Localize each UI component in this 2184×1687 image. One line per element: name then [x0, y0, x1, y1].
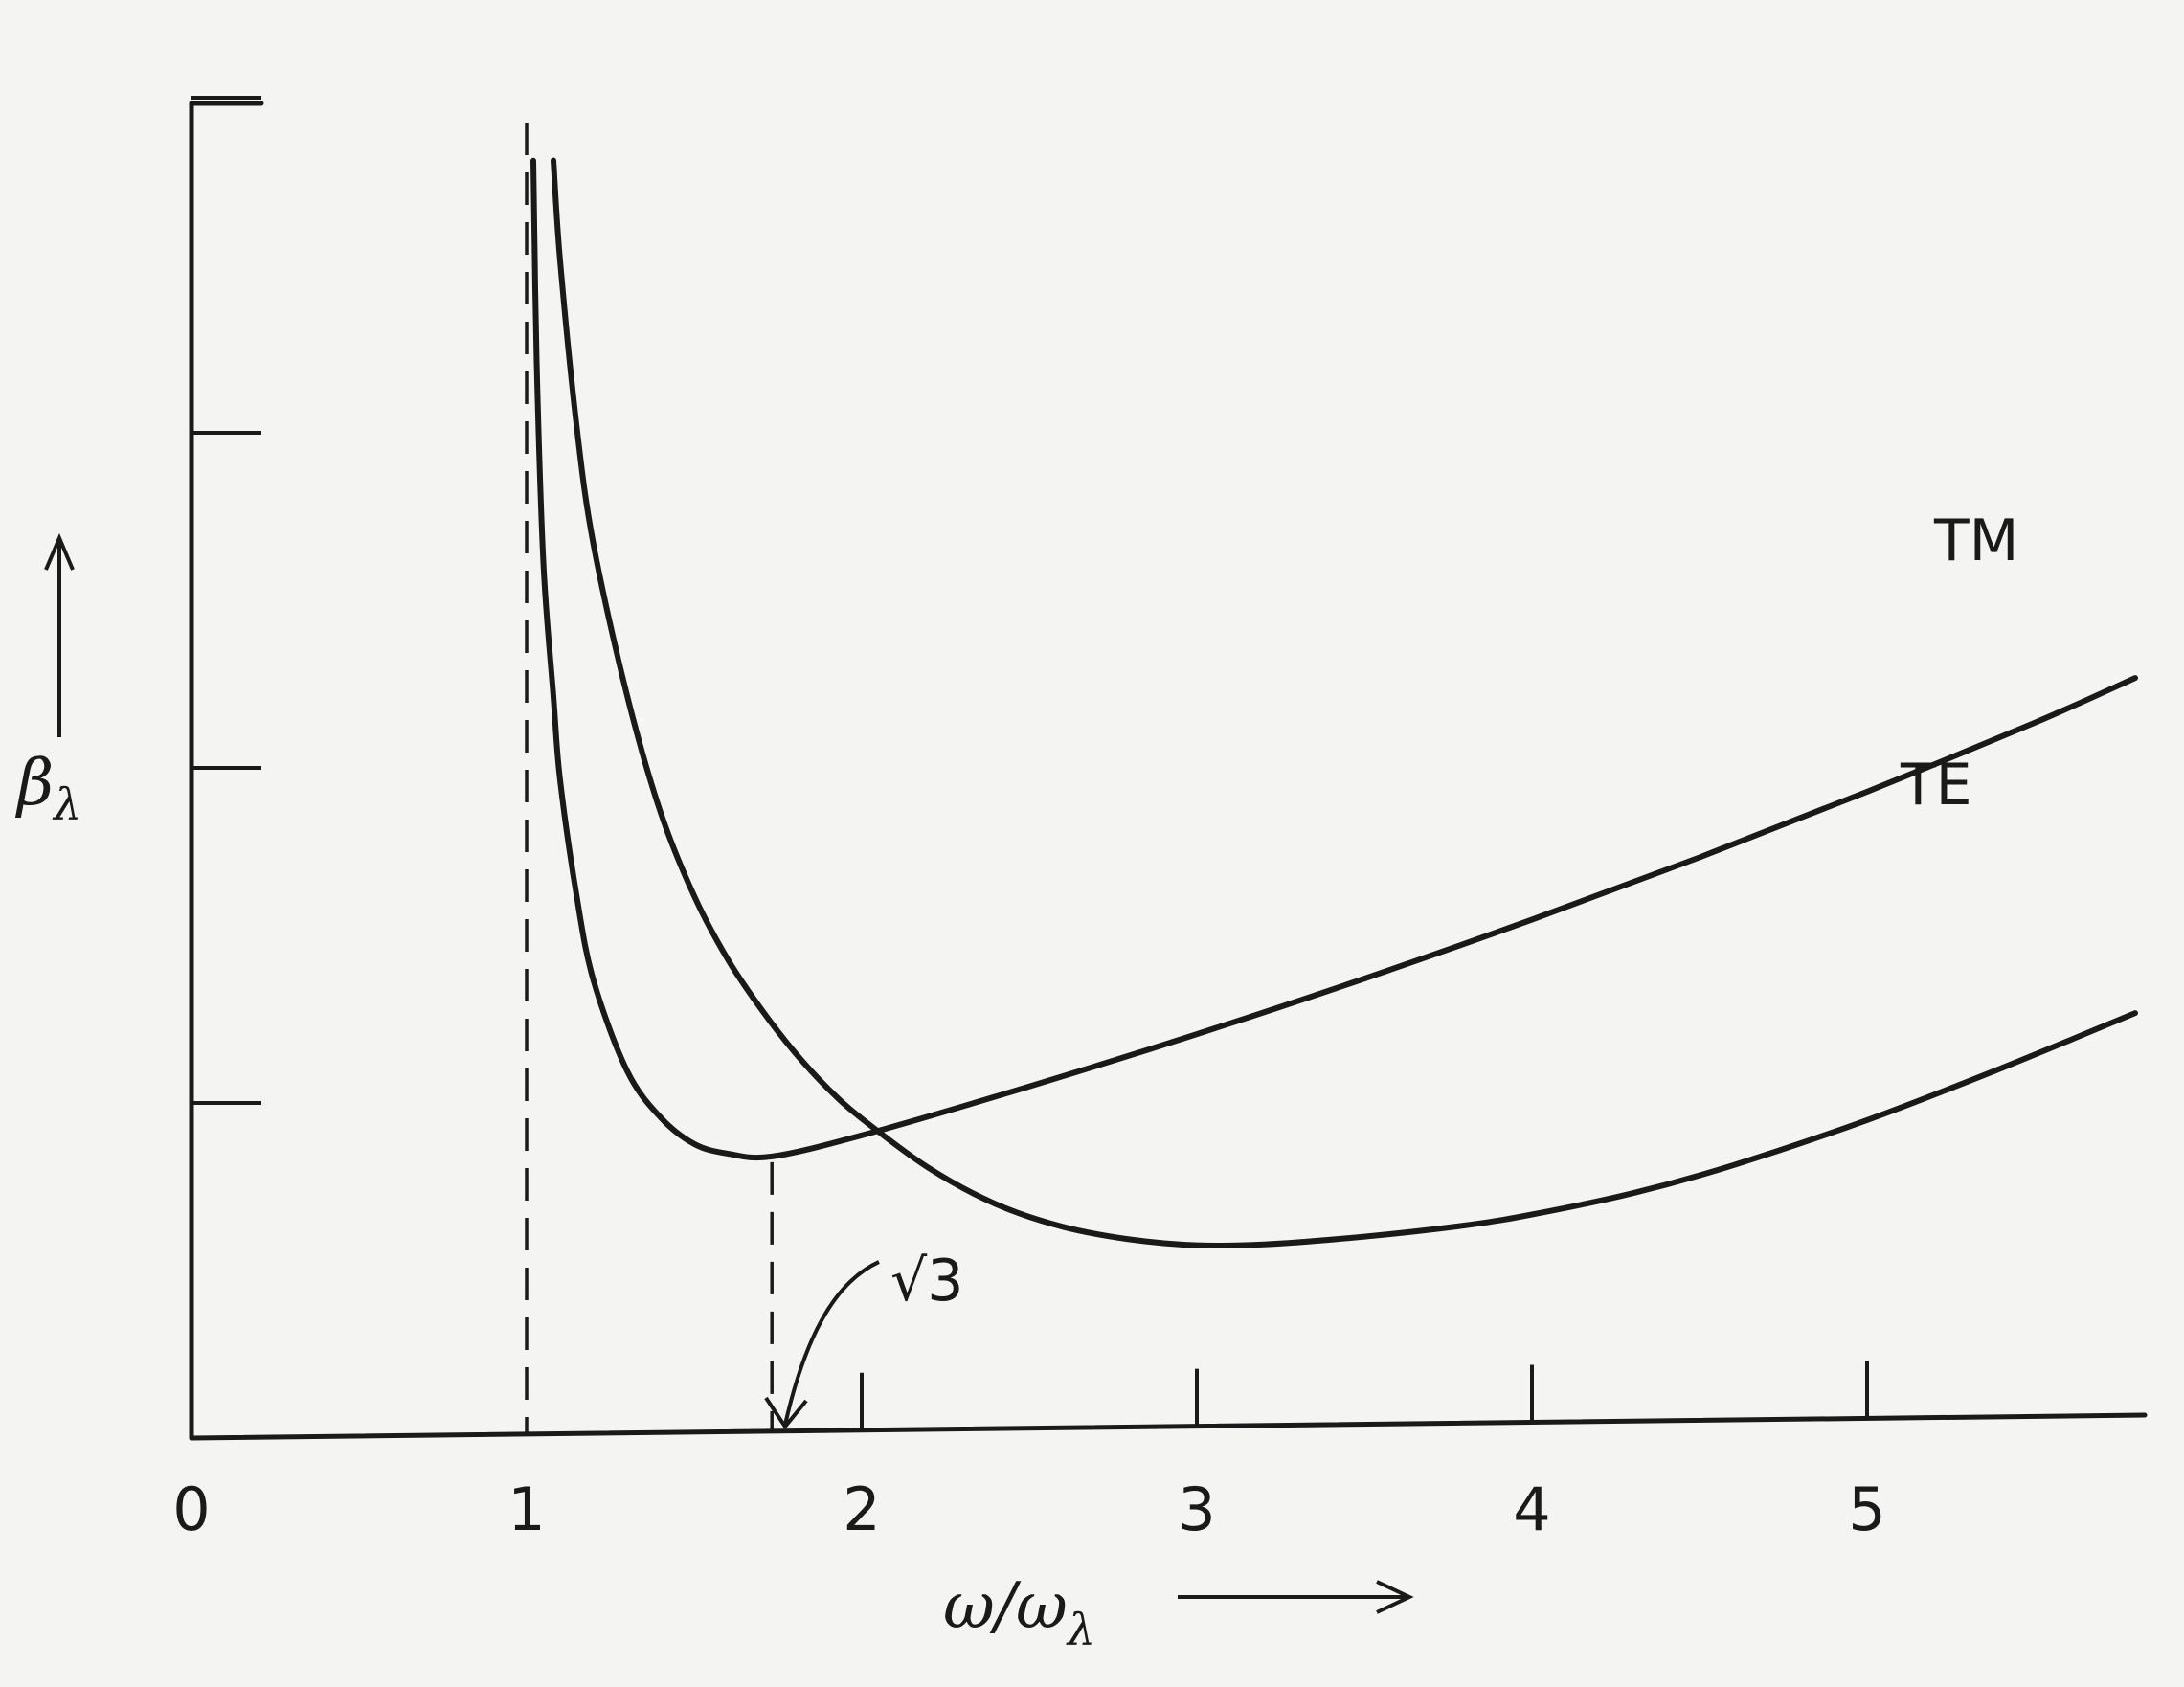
- y-axis-arrow-head: [44, 532, 75, 571]
- sqrt3-label: √3: [890, 1248, 963, 1315]
- y-axis-label: βλ: [14, 532, 81, 830]
- x-axis-line: [189, 1412, 2148, 1441]
- sqrt3-annotation: √3: [764, 1248, 963, 1430]
- reference-lines: [525, 123, 774, 1434]
- series-label-te: TE: [1900, 752, 1972, 819]
- x-ticks: [860, 1361, 1869, 1430]
- x-tick-label: 4: [1513, 1474, 1550, 1544]
- x-axis-arrow-head: [1376, 1580, 1414, 1614]
- sqrt3-arrow-shaft: [783, 1260, 880, 1426]
- axes: [189, 101, 2148, 1441]
- series-line-tm: [551, 157, 2138, 1249]
- series-label-tm: TM: [1933, 507, 2018, 574]
- series-labels: TM TE: [1900, 507, 2018, 819]
- y-axis-label-text: βλ: [14, 746, 81, 830]
- sqrt3-arrow-head: [764, 1396, 808, 1430]
- x-tick-label: 3: [1178, 1474, 1215, 1544]
- x-tick-labels: 0 1 2 3 4 5: [172, 1474, 1885, 1544]
- x-axis-label: ω/ωλ: [943, 1569, 1414, 1655]
- x-tick-label: 0: [172, 1474, 210, 1544]
- y-ticks: [191, 96, 261, 1105]
- series-line-te: [530, 157, 2138, 1161]
- x-tick-label: 5: [1848, 1474, 1885, 1544]
- series-lines: [530, 157, 2138, 1249]
- x-tick-label: 1: [507, 1474, 545, 1544]
- x-tick-label: 2: [843, 1474, 880, 1544]
- x-axis-label-text: ω/ωλ: [943, 1569, 1095, 1655]
